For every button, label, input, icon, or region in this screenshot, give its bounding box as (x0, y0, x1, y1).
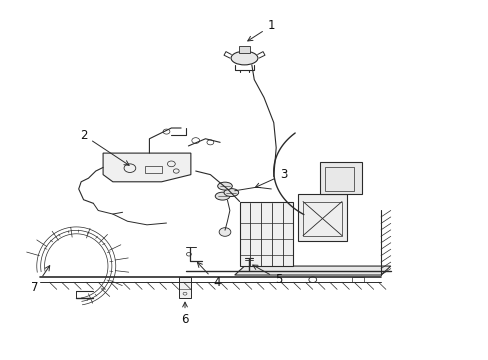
Bar (325, 167, 353, 191)
Text: 5: 5 (252, 265, 282, 286)
Ellipse shape (215, 192, 229, 200)
Text: 4: 4 (197, 262, 220, 289)
Bar (239, 202, 293, 266)
Ellipse shape (231, 51, 257, 65)
Bar (238, 46, 250, 53)
Bar (144, 166, 161, 173)
Bar (351, 277, 363, 282)
Polygon shape (103, 153, 190, 182)
Text: 7: 7 (31, 266, 50, 294)
Text: 2: 2 (80, 129, 129, 165)
Ellipse shape (217, 182, 232, 190)
Bar (320, 162, 361, 194)
Polygon shape (234, 266, 390, 275)
Bar (303, 202, 341, 235)
Ellipse shape (224, 189, 238, 197)
Text: 6: 6 (181, 302, 188, 327)
Bar (298, 194, 346, 241)
Text: 3: 3 (255, 168, 286, 188)
Text: 1: 1 (247, 19, 275, 41)
Circle shape (219, 228, 230, 236)
Bar (179, 277, 190, 298)
